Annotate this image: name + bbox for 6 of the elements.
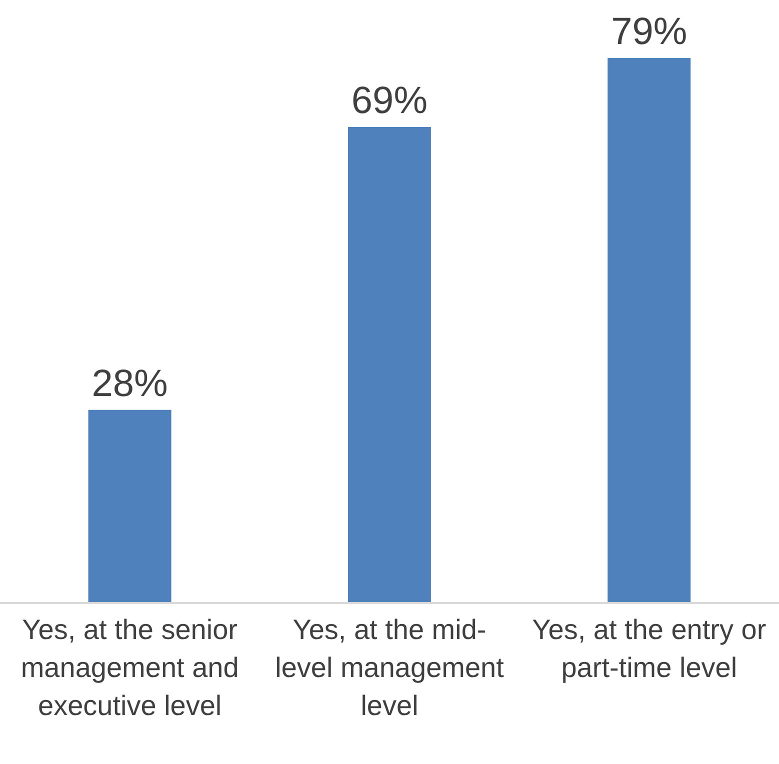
x-tick-label: Yes, at the entry or part-time level (532, 614, 766, 683)
x-tick-label: Yes, at the senior management and executive level (20, 614, 239, 721)
data-label: 79% (611, 11, 688, 53)
data-label: 69% (351, 80, 428, 122)
x-tick-label: Yes, at the mid-level management level (275, 614, 504, 721)
data-label: 28% (92, 362, 168, 405)
